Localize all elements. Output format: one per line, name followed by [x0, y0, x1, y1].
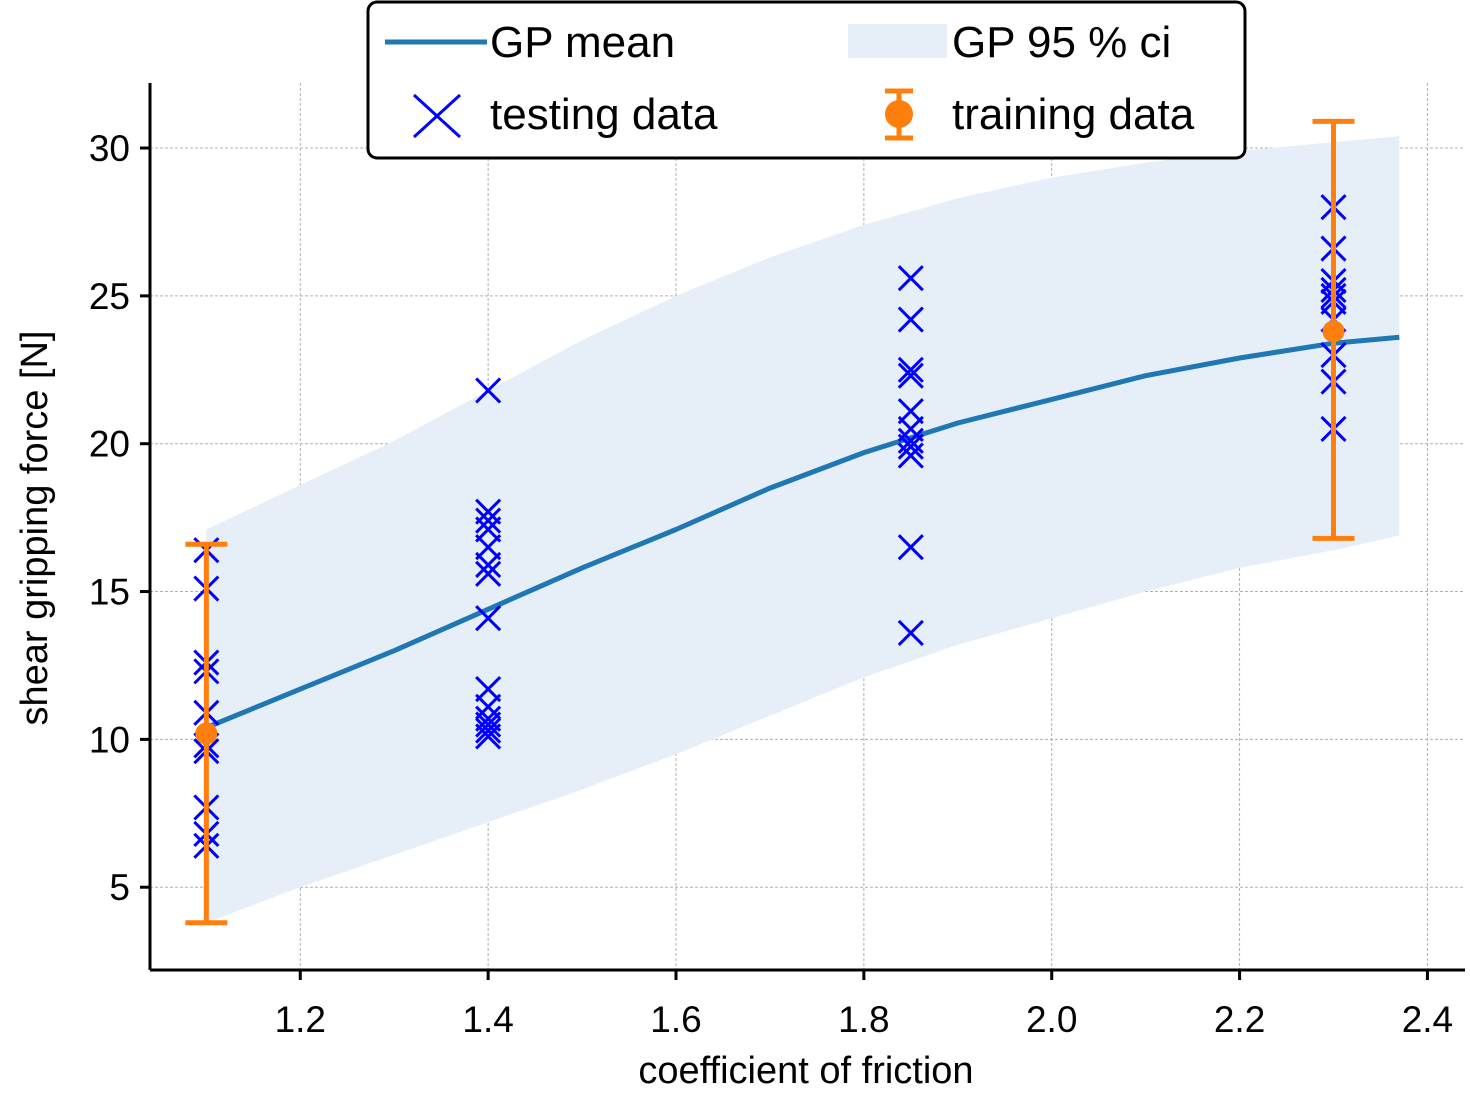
testing-data-point [897, 442, 924, 469]
training-data-layer [185, 118, 1355, 926]
y-ticks: 5 10 15 20 25 30 [89, 128, 150, 908]
gp-mean-layer [205, 334, 1400, 730]
x-tick-label: 1.8 [838, 999, 889, 1040]
training-mean-marker [195, 722, 218, 745]
testing-data-point [475, 507, 502, 534]
x-tick-label: 1.4 [462, 999, 513, 1040]
y-axis-label: shear gripping force [N] [14, 331, 56, 726]
gp-mean-line [205, 334, 1400, 730]
x-ticks: 1.2 1.4 1.6 1.8 2.0 2.2 2.4 [275, 970, 1453, 1040]
legend-training-label: training data [952, 90, 1195, 139]
training-data-point [185, 541, 228, 926]
x-tick-label: 2.0 [1026, 999, 1077, 1040]
testing-data-point [475, 711, 502, 738]
testing-data-point [897, 265, 924, 292]
x-axis-label: coefficient of friction [638, 1050, 973, 1092]
y-tick-label: 5 [109, 867, 130, 908]
testing-data-point [475, 723, 502, 750]
axes [148, 83, 1465, 972]
training-mean-marker [1322, 320, 1345, 343]
legend-testing-marker-icon [412, 93, 462, 139]
y-tick-label: 25 [89, 276, 130, 317]
legend-gp-ci-label: GP 95 % ci [952, 18, 1171, 67]
y-tick-label: 15 [89, 572, 130, 613]
x-tick-label: 2.4 [1402, 999, 1453, 1040]
testing-data-point [475, 551, 502, 578]
testing-data-point [475, 717, 502, 744]
legend-gp-mean-label: GP mean [490, 18, 675, 67]
y-tick-label: 30 [89, 128, 130, 169]
legend: GP mean GP 95 % ci testing data training… [366, 0, 1247, 160]
gp-ci-band [206, 136, 1400, 923]
x-tick-label: 2.2 [1214, 999, 1265, 1040]
x-tick-label: 1.6 [650, 999, 701, 1040]
testing-data-point [897, 306, 924, 333]
y-tick-label: 10 [89, 719, 130, 760]
y-tick-label: 20 [89, 424, 130, 465]
testing-data-point [475, 560, 502, 587]
testing-data-point [897, 619, 924, 647]
gp-ci-band-layer [206, 136, 1400, 923]
testing-data-point [475, 605, 502, 632]
testing-data-point [897, 356, 924, 383]
legend-training-marker-icon [885, 88, 913, 141]
testing-data-point [897, 433, 924, 460]
legend-testing-label: testing data [490, 90, 718, 139]
training-data-point [1312, 118, 1355, 541]
testing-data-point [897, 362, 924, 389]
legend-frame [366, 0, 1247, 160]
testing-data-point [897, 534, 924, 561]
legend-gp-ci-swatch [848, 24, 947, 58]
testing-data-point [475, 377, 502, 404]
x-tick-label: 1.2 [275, 999, 326, 1040]
